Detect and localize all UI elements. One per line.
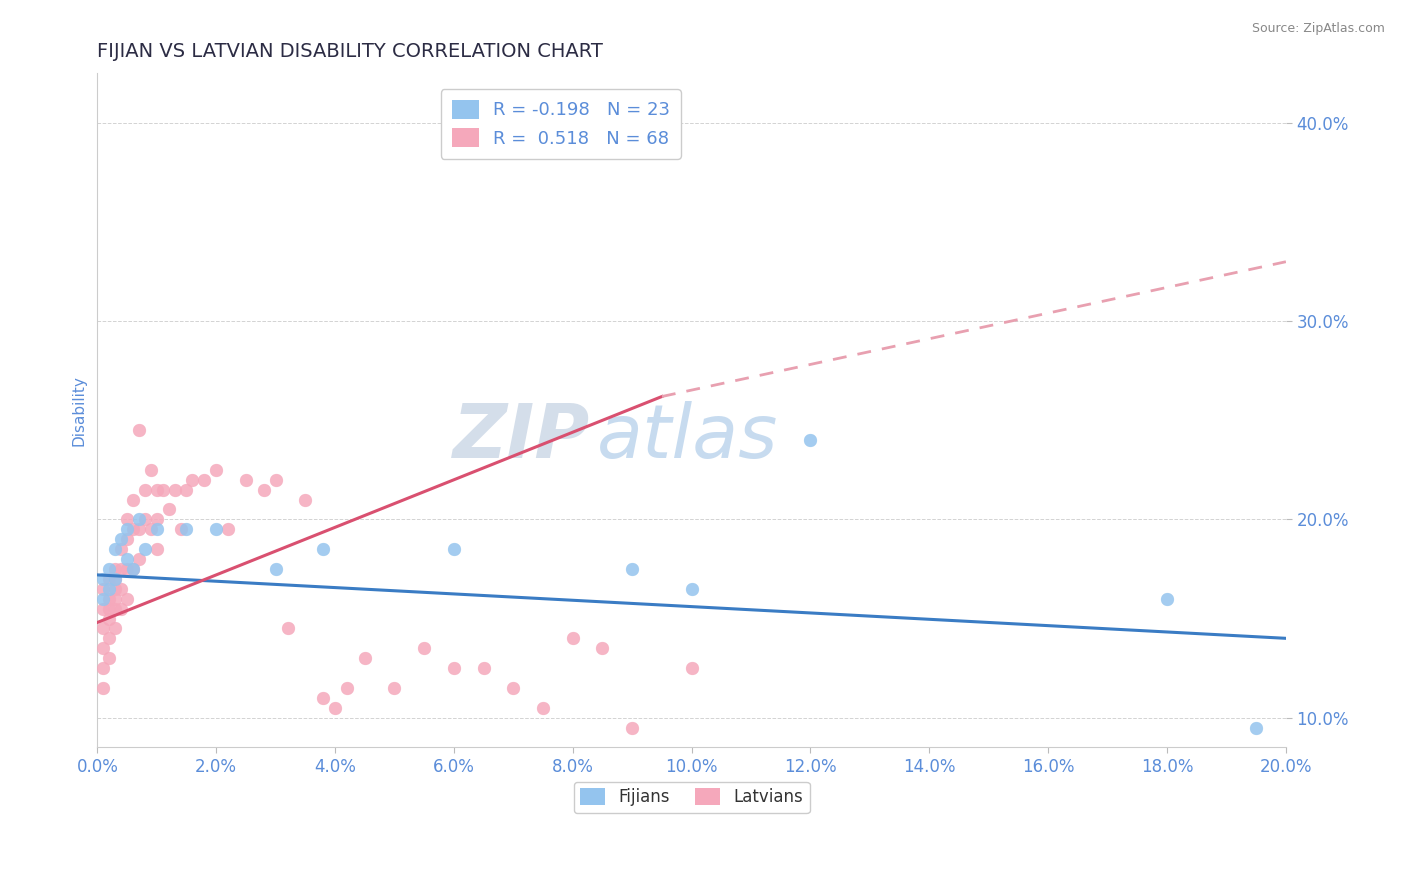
Point [110,562,132,576]
Point [592,641,614,656]
Point [122,562,145,576]
Point [799,433,821,447]
Point [217,522,239,536]
Point [176,483,198,497]
Point [561,632,583,646]
Point [91,622,114,636]
Point [115,562,138,576]
Point [531,700,554,714]
Point [104,572,127,586]
Point [104,572,127,586]
Point [91,661,114,675]
Point [128,522,150,536]
Point [193,473,215,487]
Text: Source: ZipAtlas.com: Source: ZipAtlas.com [1251,22,1385,36]
Point [152,483,174,497]
Point [681,661,703,675]
Point [110,601,132,615]
Point [98,601,121,615]
Text: ZIP: ZIP [453,401,591,474]
Point [91,601,114,615]
Point [104,562,127,576]
Point [98,582,121,596]
Point [98,572,121,586]
Point [91,572,114,586]
Point [104,591,127,606]
Point [235,473,257,487]
Point [681,582,703,596]
Point [336,681,359,695]
Point [115,552,138,566]
Text: atlas: atlas [596,401,778,474]
Point [413,641,436,656]
Point [146,512,169,526]
Point [621,721,644,735]
Point [253,483,276,497]
Point [128,552,150,566]
Point [115,533,138,547]
Point [163,483,186,497]
Point [122,522,145,536]
Point [472,661,495,675]
Point [98,562,121,576]
Point [157,502,180,516]
Point [110,542,132,557]
Point [621,562,644,576]
Point [91,582,114,596]
Y-axis label: Disability: Disability [72,375,86,446]
Point [115,591,138,606]
Point [122,562,145,576]
Point [1244,721,1267,735]
Point [169,522,191,536]
Point [91,641,114,656]
Point [264,562,287,576]
Point [323,700,346,714]
Point [98,651,121,665]
Point [134,512,156,526]
Point [264,473,287,487]
Point [91,591,114,606]
Text: FIJIAN VS LATVIAN DISABILITY CORRELATION CHART: FIJIAN VS LATVIAN DISABILITY CORRELATION… [97,42,603,61]
Point [1156,591,1178,606]
Point [443,542,465,557]
Legend: Fijians, Latvians: Fijians, Latvians [574,781,810,814]
Point [176,522,198,536]
Point [110,582,132,596]
Point [205,463,228,477]
Point [98,611,121,625]
Point [98,632,121,646]
Point [139,522,162,536]
Point [122,492,145,507]
Point [312,542,335,557]
Point [276,622,298,636]
Point [104,622,127,636]
Point [146,483,169,497]
Point [110,533,132,547]
Point [146,542,169,557]
Point [146,522,169,536]
Point [502,681,524,695]
Point [181,473,204,487]
Point [312,690,335,705]
Point [384,681,406,695]
Point [294,492,316,507]
Point [115,522,138,536]
Point [115,512,138,526]
Point [91,681,114,695]
Point [353,651,375,665]
Point [98,591,121,606]
Point [443,661,465,675]
Point [104,582,127,596]
Point [134,542,156,557]
Point [104,601,127,615]
Point [139,463,162,477]
Point [128,512,150,526]
Point [134,483,156,497]
Point [128,423,150,437]
Point [104,542,127,557]
Point [651,750,673,764]
Point [205,522,228,536]
